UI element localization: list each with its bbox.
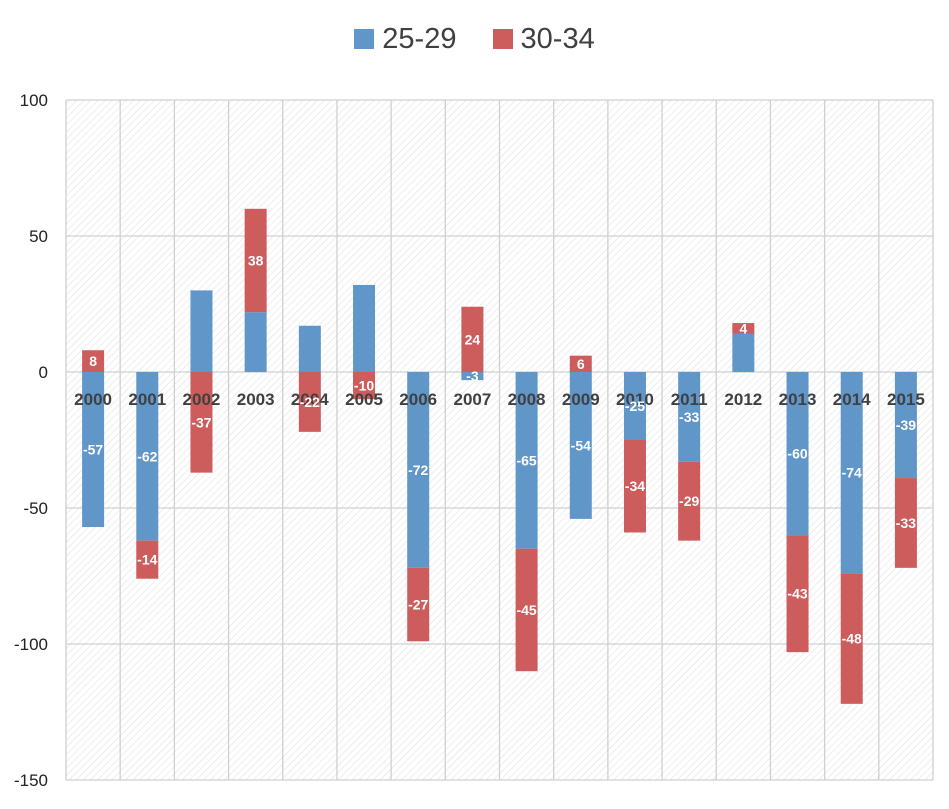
bar-25-29-2000	[82, 372, 105, 528]
x-tick-label: 2001	[128, 390, 166, 409]
bar-30-34-2012	[732, 323, 755, 334]
legend-label-25-29: 25-29	[382, 22, 457, 55]
bar-30-34-2011	[678, 461, 701, 541]
data-label-30-34-2008: -45	[516, 602, 536, 618]
data-label-25-29-2010: -25	[625, 398, 645, 414]
data-label-30-34-2009: 6	[577, 356, 585, 372]
x-tick-label: 2012	[724, 390, 762, 409]
bar-25-29-2006	[407, 372, 430, 568]
bar-25-29-2003	[244, 312, 267, 372]
x-tick-label: 2007	[453, 390, 491, 409]
bar-25-29-2012	[732, 333, 755, 372]
bar-25-29-2004	[298, 325, 321, 372]
x-tick-label: 2005	[345, 390, 383, 409]
y-tick-label: -100	[14, 635, 48, 654]
legend-label-30-34: 30-34	[520, 22, 595, 55]
bar-25-29-2011	[678, 372, 701, 462]
x-tick-label: 2013	[779, 390, 817, 409]
x-tick-label: 2004	[291, 390, 329, 409]
bar-25-29-2014	[840, 372, 863, 574]
x-tick-label: 2000	[74, 390, 112, 409]
x-tick-label: 2010	[616, 390, 654, 409]
bar-30-34-2000	[82, 350, 105, 372]
y-tick-label: 0	[39, 363, 48, 382]
x-tick-label: 2002	[183, 390, 221, 409]
y-tick-label: -50	[23, 499, 48, 518]
bar-25-29-2005	[353, 284, 376, 372]
bar-30-34-2008	[515, 548, 538, 672]
data-label-25-29-2013: -60	[787, 446, 807, 462]
data-label-30-34-2004: -22	[300, 394, 320, 410]
bar-25-29-2013	[786, 372, 809, 536]
data-label-25-29-2006: -72	[408, 462, 428, 478]
legend-swatch-25-29	[354, 28, 375, 49]
data-label-25-29-2000: -57	[83, 442, 103, 458]
x-tick-label: 2011	[671, 390, 708, 409]
data-label-30-34-2006: -27	[408, 597, 428, 613]
bar-30-34-2001	[136, 540, 159, 579]
legend: 25-29 30-34	[0, 22, 949, 56]
bar-25-29-2008	[515, 372, 538, 549]
bar-25-29-2010	[623, 372, 646, 440]
bar-25-29-2002	[190, 290, 213, 372]
data-label-30-34-2011: -29	[679, 493, 699, 509]
data-label-25-29-2011: -33	[679, 409, 699, 425]
data-label-30-34-2001: -14	[137, 552, 157, 568]
data-label-30-34-2003: 38	[248, 252, 264, 268]
x-tick-label: 2015	[887, 390, 925, 409]
x-tick-label: 2014	[833, 390, 871, 409]
bar-30-34-2002	[190, 372, 213, 473]
bar-30-34-2015	[894, 478, 917, 568]
bar-25-29-2015	[894, 372, 917, 479]
x-tick-label: 2006	[399, 390, 437, 409]
data-label-30-34-2014: -48	[842, 631, 862, 647]
data-label-25-29-2014: -74	[842, 465, 862, 481]
bar-30-34-2014	[840, 573, 863, 704]
data-label-30-34-2015: -33	[896, 515, 916, 531]
bar-25-29-2001	[136, 372, 159, 541]
data-label-30-34-2002: -37	[191, 414, 211, 430]
legend-swatch-30-34	[492, 28, 513, 49]
bar-25-29-2009	[569, 372, 592, 519]
bar-25-29-2007	[461, 372, 484, 381]
bar-30-34-2006	[407, 567, 430, 642]
y-tick-label: -150	[14, 771, 48, 790]
y-tick-label: 50	[29, 227, 48, 246]
data-label-30-34-2005: -10	[354, 378, 374, 394]
data-label-25-29-2009: -54	[571, 437, 591, 453]
x-tick-label: 2008	[508, 390, 546, 409]
y-tick-label: 100	[20, 91, 48, 110]
data-label-30-34-2012: 4	[739, 320, 747, 336]
bar-30-34-2005	[353, 372, 376, 400]
data-label-25-29-2008: -65	[516, 452, 536, 468]
x-tick-label: 2003	[237, 390, 275, 409]
data-label-30-34-2000: 8	[89, 353, 97, 369]
data-label-25-29-2007: -3	[466, 368, 479, 384]
data-label-25-29-2001: -62	[137, 448, 157, 464]
bar-30-34-2003	[244, 208, 267, 313]
data-label-25-29-2015: -39	[896, 417, 916, 433]
bar-30-34-2010	[623, 440, 646, 533]
x-tick-label: 2009	[562, 390, 600, 409]
bar-30-34-2009	[569, 355, 592, 372]
legend-item-30-34: 30-34	[492, 22, 595, 56]
bar-30-34-2007	[461, 306, 484, 372]
legend-item-25-29: 25-29	[354, 23, 456, 56]
data-label-30-34-2010: -34	[625, 478, 645, 494]
bar-30-34-2004	[298, 372, 321, 432]
bar-30-34-2013	[786, 535, 809, 653]
data-label-30-34-2007: 24	[465, 331, 481, 347]
data-label-30-34-2013: -43	[787, 586, 807, 602]
